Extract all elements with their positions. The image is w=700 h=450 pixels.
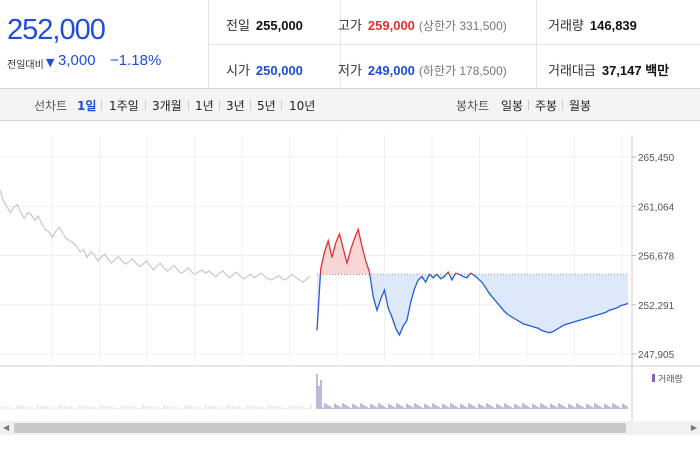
stat-value: 37,147 백만 xyxy=(601,63,670,78)
tab-divider xyxy=(281,100,282,110)
volume-panel: 거래량 xyxy=(0,365,700,409)
chart-period-tabs: 선차트 1일 1주일 3개월 1년 3년 5년 10년 봉차트 일봉 주봉 월봉 xyxy=(0,89,700,121)
tab-monthly-candle[interactable]: 월봉 xyxy=(569,99,592,113)
stat-label: 저가 xyxy=(338,64,362,79)
tab-divider xyxy=(101,100,102,110)
y-tick-label: 265,450 xyxy=(638,153,675,164)
tab-daily-candle[interactable]: 일봉 xyxy=(501,99,524,113)
tab-1day[interactable]: 1일 xyxy=(77,99,97,113)
volume-legend-label: 거래량 xyxy=(658,373,683,385)
stat-open: 시가 250,000 xyxy=(226,60,303,79)
up-area-fill xyxy=(317,229,628,275)
tab-3year[interactable]: 3년 xyxy=(226,99,245,113)
down-arrow-icon: ▼ xyxy=(46,56,55,69)
change-percent: −1.18% xyxy=(110,52,162,69)
stats-col-divider xyxy=(340,0,341,88)
stat-value: 250,000 xyxy=(255,63,303,78)
stat-label: 시가 xyxy=(226,64,250,79)
line-chart-label: 선차트 xyxy=(34,99,68,113)
stat-limit: (상한가 331,500) xyxy=(418,19,507,33)
down-area-fill xyxy=(317,274,628,335)
stats-col-divider xyxy=(536,0,537,88)
prev-day-series xyxy=(0,189,311,283)
y-tick-label: 256,678 xyxy=(638,252,675,263)
tab-divider xyxy=(562,100,563,110)
scroll-right-icon[interactable]: ▶ xyxy=(690,423,697,432)
scrollbar-thumb[interactable] xyxy=(14,423,626,433)
tab-1year[interactable]: 1년 xyxy=(195,99,214,113)
stat-low: 저가 249,000 (하한가 178,500) xyxy=(338,60,507,79)
scroll-left-icon[interactable]: ◀ xyxy=(3,423,10,432)
stat-value: 259,000 xyxy=(367,18,415,33)
tab-divider xyxy=(145,100,146,110)
stat-volume: 거래량 146,839 xyxy=(548,15,637,34)
tab-weekly-candle[interactable]: 주봉 xyxy=(535,99,558,113)
tab-1week[interactable]: 1주일 xyxy=(109,99,139,113)
area-fills xyxy=(317,229,628,335)
change-amount: 3,000 xyxy=(58,52,96,69)
stat-prev-close: 전일 255,000 xyxy=(226,15,303,34)
tab-3month[interactable]: 3개월 xyxy=(152,99,182,113)
y-tick-label: 247,905 xyxy=(638,350,675,361)
stat-high: 고가 259,000 (상한가 331,500) xyxy=(338,15,507,34)
prev-day-line xyxy=(0,189,311,283)
tab-5year[interactable]: 5년 xyxy=(257,99,276,113)
y-tick-label: 261,064 xyxy=(638,202,675,213)
tab-10year[interactable]: 10년 xyxy=(289,99,316,113)
today-up-line xyxy=(319,227,474,275)
stat-amount: 거래대금 37,147 백만 xyxy=(548,60,669,79)
y-axis-ticks: 265,450 261,064 256,678 252,291 247,905 xyxy=(632,153,675,361)
y-tick-label: 252,291 xyxy=(638,301,675,312)
tab-divider xyxy=(188,100,189,110)
tab-divider xyxy=(250,100,251,110)
stat-value: 146,839 xyxy=(589,18,637,33)
quote-summary-panel: 252,000 전일대비 ▼ 3,000 −1.18% 전일 255,000 고가… xyxy=(0,0,700,89)
stats-row-divider xyxy=(208,44,700,45)
tab-divider xyxy=(219,100,220,110)
current-price: 252,000 xyxy=(7,14,106,46)
tab-divider xyxy=(528,100,529,110)
stat-label: 고가 xyxy=(338,19,362,34)
volume-legend-swatch xyxy=(652,374,655,382)
stat-label: 전일 xyxy=(226,19,250,34)
intraday-chart[interactable]: 265,450 261,064 256,678 252,291 247,905 거래량 xyxy=(0,121,700,421)
stat-value: 249,000 xyxy=(367,63,415,78)
today-series xyxy=(316,227,629,337)
stat-label: 거래대금 xyxy=(548,64,596,79)
chart-scrollbar[interactable]: ◀ ▶ xyxy=(0,421,700,435)
stat-label: 거래량 xyxy=(548,19,584,34)
stat-value: 255,000 xyxy=(255,18,303,33)
current-price-box: 252,000 전일대비 ▼ 3,000 −1.18% xyxy=(0,0,209,88)
change-label: 전일대비 xyxy=(7,60,44,71)
stat-limit: (하한가 178,500) xyxy=(418,64,507,78)
today-down-line xyxy=(316,274,629,337)
candle-chart-label: 봉차트 xyxy=(456,99,490,113)
